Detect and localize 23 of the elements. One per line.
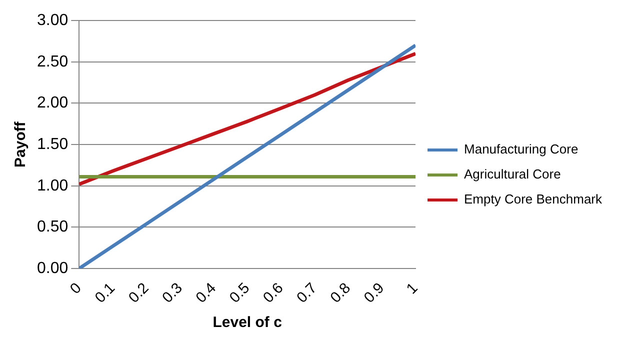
y-tick-label: 0.00 — [37, 260, 68, 277]
x-tick-label: 0.6 — [260, 280, 287, 306]
y-tick-label: 1.00 — [37, 177, 68, 194]
legend-label: Empty Core Benchmark — [464, 192, 602, 207]
x-tick-label: 1 — [403, 280, 422, 298]
x-tick-label: 0.3 — [159, 280, 186, 306]
x-tick-label: 0.4 — [192, 280, 220, 306]
x-tick-label: 0.9 — [360, 280, 388, 306]
y-axis-title: Payoff — [12, 120, 30, 168]
x-tick-label: 0 — [66, 280, 85, 298]
x-axis-title: Level of c — [212, 314, 282, 332]
x-tick-label: 0.1 — [92, 280, 119, 306]
legend-label: Agricultural Core — [464, 166, 561, 182]
y-tick-label: 3.00 — [37, 12, 68, 30]
y-tick-label: 1.50 — [37, 136, 68, 153]
y-tick-label: 0.50 — [37, 218, 68, 236]
x-tick-label: 0.8 — [327, 280, 354, 306]
y-tick-label: 2.00 — [37, 94, 68, 112]
y-tick-label: 2.50 — [37, 53, 68, 70]
legend-label: Manufacturing Core — [464, 142, 578, 157]
x-tick-label: 0.7 — [294, 280, 320, 306]
x-tick-label: 0.2 — [125, 280, 152, 306]
x-tick-label: 0.5 — [226, 280, 254, 306]
